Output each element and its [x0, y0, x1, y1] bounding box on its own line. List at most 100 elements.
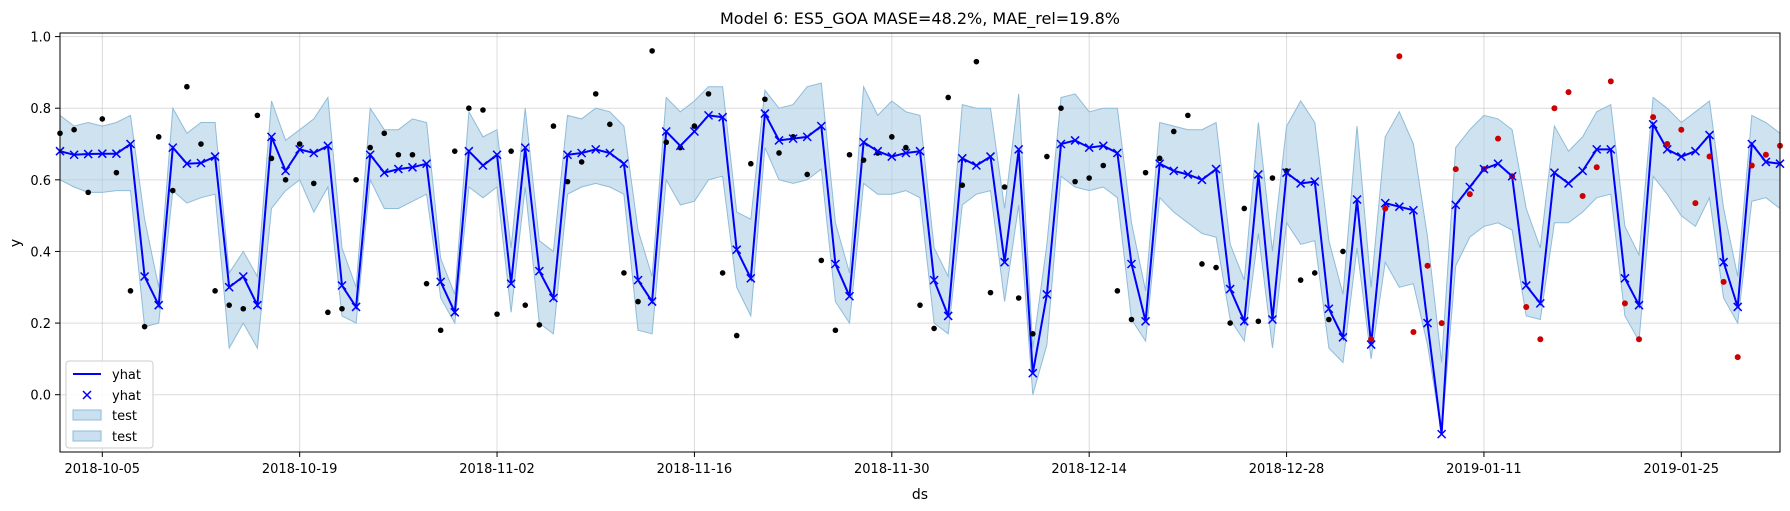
- actual-point: [564, 178, 571, 185]
- yhat-marker: [943, 311, 953, 321]
- actual-point: [381, 130, 388, 137]
- actual-point: [550, 123, 557, 129]
- yhat-marker: [1437, 429, 1447, 439]
- actual-point: [325, 309, 331, 316]
- actual-point: [212, 288, 218, 294]
- actual-point: [451, 148, 458, 154]
- actual-point: [733, 332, 740, 339]
- actual-point: [353, 177, 359, 183]
- actual-point: [903, 144, 909, 151]
- yhat-marker: [760, 109, 770, 119]
- yhat-marker: [1465, 182, 1475, 192]
- actual-point: [268, 155, 275, 162]
- yhat-marker: [1070, 135, 1080, 145]
- actual-point: [254, 112, 261, 119]
- yhat-marker: [1042, 289, 1052, 299]
- actual-point: [719, 270, 726, 276]
- yhat-marker: [1253, 169, 1263, 179]
- actual-point: [1241, 205, 1248, 212]
- yhat-marker: [1535, 298, 1545, 308]
- yhat-marker: [1394, 202, 1404, 212]
- yhat-marker: [1183, 169, 1193, 179]
- y-axis-label: y: [8, 239, 24, 247]
- test-actual-point: [1382, 205, 1389, 212]
- actual-point: [1100, 162, 1107, 169]
- yhat-marker: [1014, 144, 1024, 154]
- actual-point: [1185, 112, 1191, 119]
- actual-point: [1058, 105, 1064, 112]
- actual-point: [846, 151, 853, 158]
- confidence-band: [60, 82, 1780, 435]
- actual-point: [508, 148, 514, 154]
- actual-point: [578, 159, 585, 165]
- yhat-marker: [168, 143, 178, 153]
- yhat-marker: [647, 297, 657, 307]
- yhat-marker: [69, 150, 79, 160]
- yhat-marker: [196, 158, 206, 168]
- actual-point: [1297, 277, 1304, 283]
- yhat-marker: [1648, 119, 1658, 129]
- actual-point: [592, 91, 599, 97]
- actual-point: [536, 322, 543, 328]
- yhat-marker: [1634, 300, 1644, 310]
- yhat-marker: [323, 141, 333, 151]
- yhat-marker: [1098, 141, 1108, 151]
- yhat-marker: [1479, 164, 1489, 174]
- actual-point: [1015, 295, 1022, 301]
- yhat-marker: [1704, 130, 1715, 140]
- actual-point: [1340, 248, 1346, 255]
- actual-point: [282, 177, 289, 183]
- yhat-marker: [1126, 259, 1137, 269]
- actual-point: [155, 134, 162, 140]
- actual-point: [141, 323, 148, 330]
- actual-point: [1029, 331, 1036, 337]
- y-tick-label: 0.8: [30, 102, 51, 117]
- actual-point: [494, 311, 500, 317]
- actual-point: [423, 280, 430, 287]
- yhat-marker: [1169, 166, 1179, 176]
- actual-point: [635, 298, 641, 305]
- yhat-marker: [422, 159, 432, 169]
- yhat-marker: [1000, 257, 1010, 267]
- x-tick-label: 2019-01-25: [1644, 462, 1720, 477]
- legend-label-band-2: test: [112, 430, 137, 445]
- actual-point: [649, 48, 655, 54]
- yhat-marker: [1690, 146, 1700, 156]
- test-actual-point: [1720, 278, 1727, 285]
- yhat-marker: [1578, 166, 1588, 176]
- yhat-marker: [266, 132, 277, 142]
- actual-point: [1311, 270, 1318, 276]
- actual-point: [1199, 261, 1205, 267]
- yhat-marker: [985, 152, 996, 162]
- actual-point: [621, 270, 627, 276]
- test-actual-point: [1523, 303, 1530, 310]
- yhat-marker: [1493, 159, 1503, 169]
- actual-point: [1269, 175, 1276, 181]
- yhat-marker: [1747, 139, 1757, 149]
- test-actual-point: [1452, 166, 1459, 173]
- actual-point: [466, 105, 472, 112]
- yhat-marker: [1338, 332, 1348, 342]
- actual-point: [409, 151, 416, 158]
- yhat-marker: [605, 148, 615, 158]
- y-tick-label: 0.6: [30, 174, 51, 189]
- yhat-marker: [802, 132, 812, 142]
- yhat-marker: [210, 152, 220, 162]
- actual-point: [1086, 175, 1092, 181]
- yhat-marker: [1549, 168, 1559, 178]
- yhat-marker: [619, 159, 629, 169]
- yhat-marker: [901, 148, 911, 158]
- yhat-marker: [1676, 152, 1686, 162]
- test-actual-point: [1396, 53, 1403, 60]
- yhat-marker: [140, 271, 150, 282]
- yhat-marker: [309, 148, 319, 158]
- actual-point: [1044, 153, 1050, 160]
- x-tick-label: 2018-10-05: [65, 462, 141, 477]
- yhat-marker: [252, 300, 262, 310]
- yhat-marker: [1380, 198, 1390, 208]
- actual-point: [127, 288, 134, 294]
- x-tick-label: 2018-12-28: [1249, 462, 1325, 477]
- yhat-marker: [1592, 144, 1602, 154]
- actual-point: [1170, 128, 1177, 135]
- test-actual-point: [1734, 354, 1741, 361]
